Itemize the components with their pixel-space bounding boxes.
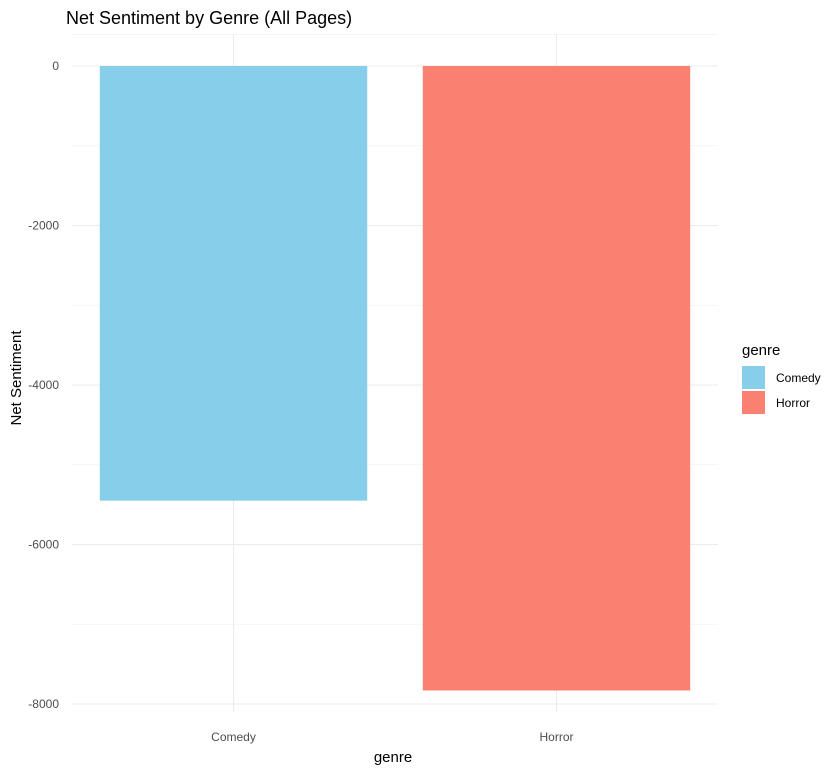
legend-label: Comedy: [776, 371, 821, 385]
legend-label: Horror: [776, 396, 810, 410]
bar-comedy: [99, 66, 368, 501]
x-tick-label: Comedy: [211, 730, 256, 744]
y-tick-label: -8000: [28, 697, 59, 711]
legend-entries: Comedy Horror: [742, 366, 821, 414]
legend: genre Comedy Horror: [742, 342, 821, 414]
x-axis-ticks: Comedy Horror: [211, 730, 573, 744]
legend-key-comedy: [742, 366, 765, 389]
legend-title: genre: [742, 342, 780, 359]
y-tick-label: -4000: [28, 378, 59, 392]
legend-key-horror: [742, 391, 765, 414]
bars: [99, 66, 691, 691]
bar-horror: [422, 66, 691, 691]
y-axis-title: Net Sentiment: [8, 330, 25, 426]
y-tick-label: 0: [52, 59, 59, 73]
y-tick-label: -6000: [28, 538, 59, 552]
y-tick-label: -2000: [28, 219, 59, 233]
x-axis-title: genre: [374, 749, 412, 766]
y-axis-ticks: 0 -2000 -4000 -6000 -8000: [28, 59, 59, 711]
chart-title: Net Sentiment by Genre (All Pages): [66, 8, 352, 28]
x-tick-label: Horror: [539, 730, 573, 744]
